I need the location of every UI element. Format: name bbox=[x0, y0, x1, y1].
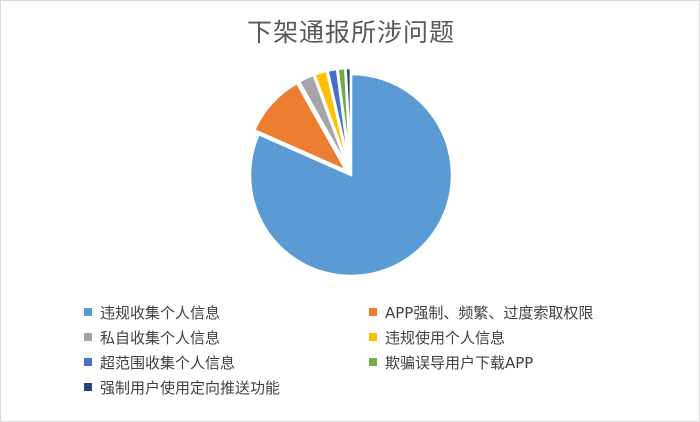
pie-slice-2 bbox=[252, 81, 350, 174]
legend-label: 私自收集个人信息 bbox=[100, 328, 221, 347]
legend-item-7: 强制用户使用定向推送功能 bbox=[84, 375, 280, 399]
legend-swatch bbox=[84, 333, 92, 341]
legend-label: 强制用户使用定向推送功能 bbox=[100, 378, 281, 397]
legend-label: 欺骗误导用户下载APP bbox=[385, 353, 534, 372]
legend-swatch bbox=[369, 358, 377, 366]
pie-area bbox=[1, 1, 700, 301]
legend-item-1: 违规收集个人信息 bbox=[84, 300, 220, 324]
pie-slice-1 bbox=[248, 72, 454, 278]
legend-item-4: 违规使用个人信息 bbox=[369, 325, 505, 349]
legend-swatch bbox=[369, 333, 377, 341]
pie-slice-7 bbox=[344, 66, 353, 170]
legend-swatch bbox=[369, 308, 377, 316]
chart-title: 下架通报所涉问题 bbox=[246, 18, 455, 47]
pie-chart bbox=[248, 66, 454, 278]
legend-item-6: 欺骗误导用户下载APP bbox=[369, 350, 533, 374]
legend-item-2: APP强制、频繁、过度索取权限 bbox=[369, 300, 593, 324]
legend-swatch bbox=[84, 308, 92, 316]
legend-swatch bbox=[84, 383, 92, 391]
legend-item-5: 超范围收集个人信息 bbox=[84, 350, 235, 374]
legend-label: 超范围收集个人信息 bbox=[100, 353, 236, 372]
legend-label: 违规收集个人信息 bbox=[100, 303, 221, 322]
legend-label: APP强制、频繁、过度索取权限 bbox=[385, 303, 594, 322]
legend-label: 违规使用个人信息 bbox=[385, 328, 506, 347]
legend-item-3: 私自收集个人信息 bbox=[84, 325, 220, 349]
legend-swatch bbox=[84, 358, 92, 366]
